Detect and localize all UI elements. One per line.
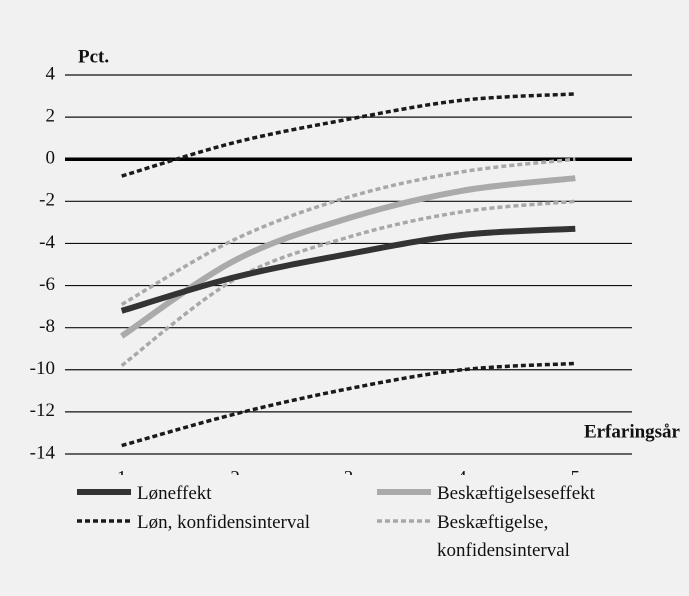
y-tick-label: -2 bbox=[39, 190, 55, 211]
legend-swatch bbox=[377, 489, 431, 495]
legend-label: Løn, konfidensinterval bbox=[137, 512, 311, 533]
x-tick-label: 1 bbox=[117, 467, 127, 475]
y-axis-label: Pct. bbox=[78, 46, 109, 67]
legend-item: Løn, konfidensinterval bbox=[75, 509, 310, 537]
y-tick-label: -12 bbox=[30, 400, 55, 421]
y-tick-label: -10 bbox=[30, 358, 55, 379]
x-tick-label: 2 bbox=[230, 467, 240, 475]
y-tick-label: 2 bbox=[46, 105, 56, 126]
line bbox=[120, 199, 576, 367]
line bbox=[121, 92, 576, 178]
legend-item: Beskæftigelseseffekt bbox=[375, 480, 595, 508]
legend-label: Løneffekt bbox=[137, 483, 212, 504]
y-tick-label: -4 bbox=[39, 232, 55, 253]
legend-swatch bbox=[77, 489, 131, 495]
y-tick-label: 0 bbox=[46, 148, 56, 169]
x-tick-label: 4 bbox=[457, 467, 467, 475]
legend-swatch bbox=[377, 519, 431, 523]
line bbox=[120, 225, 576, 314]
plot: Pct. Erfaringsår -14 -12 -10 -8 -6 -4 -2 0 2 4 1 2 3… bbox=[30, 46, 681, 475]
y-tick-label: -14 bbox=[30, 442, 56, 463]
line bbox=[121, 361, 576, 448]
legend-label: Beskæftigelse, konfidensinterval bbox=[437, 512, 570, 561]
legend-label: Beskæftigelseseffekt bbox=[437, 483, 595, 504]
legend-item: Løneffekt bbox=[75, 480, 212, 508]
x-tick-label: 5 bbox=[571, 467, 581, 475]
y-tick-label: 4 bbox=[46, 63, 56, 84]
x-axis-label: Erfaringsår bbox=[584, 421, 681, 442]
legend-item: Beskæftigelse, konfidensinterval bbox=[375, 509, 597, 565]
y-tick-label: -8 bbox=[39, 316, 55, 337]
legend-swatch bbox=[77, 519, 131, 523]
y-tick-label: -6 bbox=[39, 274, 55, 295]
x-tick-label: 3 bbox=[344, 467, 354, 475]
line bbox=[120, 157, 576, 307]
